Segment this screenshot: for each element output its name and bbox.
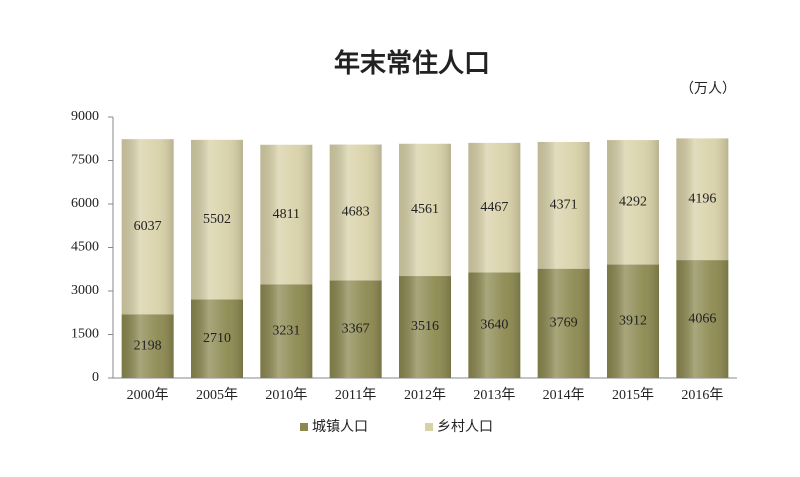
y-tick-label: 0	[92, 370, 99, 385]
y-tick-label: 4500	[71, 240, 99, 255]
value-label: 2198	[134, 338, 162, 353]
value-label: 3231	[272, 323, 300, 338]
x-tick-label: 2015年	[612, 387, 654, 403]
x-tick-label: 2012年	[404, 387, 446, 403]
y-tick-label: 3000	[71, 283, 99, 298]
bar-shine	[468, 272, 521, 378]
value-label: 4196	[688, 191, 716, 206]
x-tick-label: 2013年	[473, 387, 515, 403]
bar-shine	[191, 139, 243, 300]
bar-shine	[121, 314, 174, 378]
x-tick-label: 2005年	[196, 387, 238, 403]
value-label: 4371	[550, 198, 578, 213]
bar-shine	[329, 280, 382, 378]
bar-shine	[329, 144, 382, 281]
y-tick-label: 1500	[71, 327, 99, 342]
value-label: 3769	[550, 316, 578, 331]
value-label: 3912	[619, 313, 647, 328]
legend-swatch	[300, 423, 308, 431]
bar-shine	[468, 142, 521, 273]
x-tick-label: 2014年	[543, 387, 585, 403]
y-tick-label: 7500	[71, 153, 99, 168]
legend-label: 城镇人口	[312, 419, 368, 435]
bar-shine	[399, 276, 451, 378]
value-label: 4066	[688, 311, 716, 326]
chart-title: 年末常住人口	[334, 48, 490, 78]
unit-label: （万人）	[680, 81, 736, 97]
value-label: 4811	[273, 207, 300, 222]
legend-label: 乡村人口	[437, 419, 493, 435]
bar-shine	[676, 260, 729, 378]
y-tick-label: 6000	[71, 196, 99, 211]
value-label: 4683	[342, 205, 370, 220]
value-label: 3367	[342, 321, 370, 336]
bar-shine	[121, 139, 174, 315]
bar-shine	[537, 268, 590, 378]
value-label: 4292	[619, 195, 647, 210]
value-label: 3516	[411, 319, 439, 334]
bar-shine	[260, 284, 313, 378]
value-label: 4467	[480, 200, 508, 215]
value-label: 6037	[134, 219, 162, 234]
value-label: 4561	[411, 202, 439, 217]
bar-shine	[191, 299, 243, 378]
bar-shine	[260, 144, 313, 285]
value-label: 2710	[203, 331, 231, 346]
bar-shine	[676, 138, 729, 261]
x-tick-label: 2011年	[335, 387, 376, 403]
bar-shine	[607, 264, 659, 378]
value-label: 3640	[480, 317, 508, 332]
bar-shine	[537, 141, 590, 269]
bar-shine	[607, 140, 659, 265]
x-tick-label: 2010年	[265, 387, 307, 403]
bar-shine	[399, 143, 451, 277]
value-label: 5502	[203, 212, 231, 227]
legend-swatch	[425, 423, 433, 431]
x-tick-label: 2000年	[127, 387, 169, 403]
y-tick-label: 9000	[71, 109, 99, 124]
x-tick-label: 2016年	[681, 387, 723, 403]
